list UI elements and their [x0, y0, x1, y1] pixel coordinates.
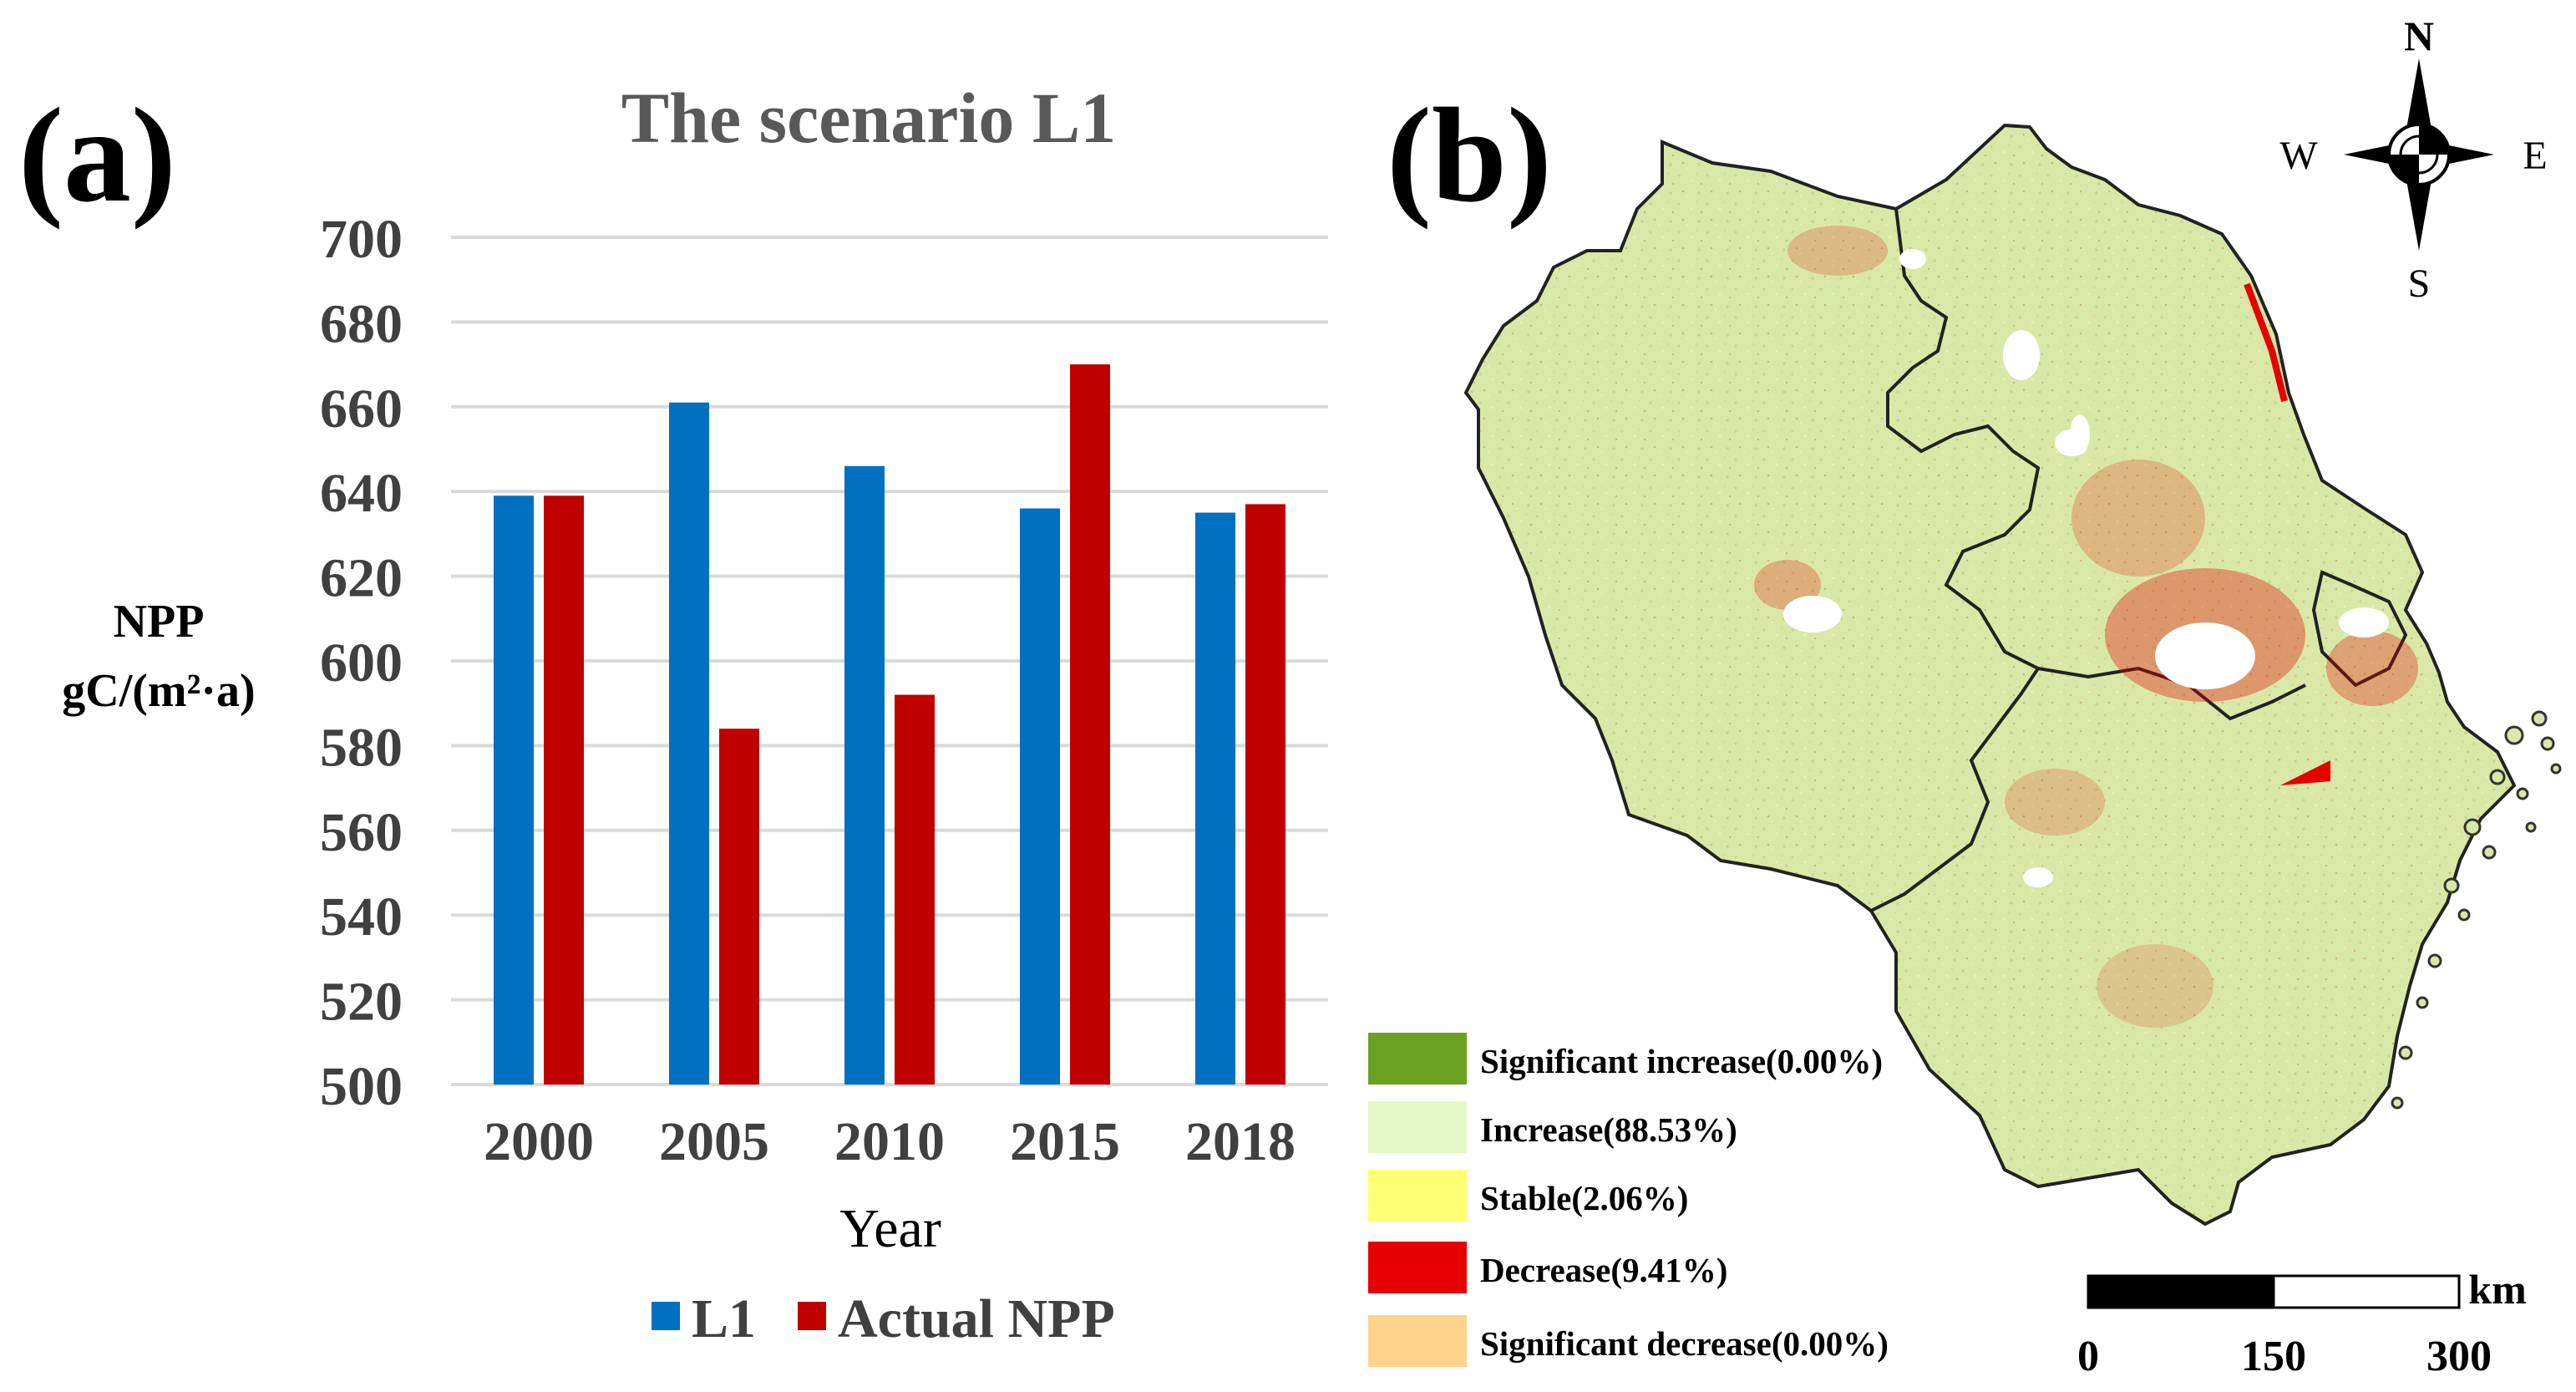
chart-title: The scenario L1 [621, 78, 1116, 158]
bar-l1-2010 [844, 465, 885, 1085]
scale-bar-tick-0: 0 [2077, 1333, 2099, 1380]
bar-l1-2015 [1020, 508, 1060, 1085]
y-tick-label: 660 [320, 378, 403, 439]
legend-swatch-decrease [1368, 1242, 1467, 1293]
bar-actual-npp-2000 [544, 495, 584, 1085]
water-body [2003, 330, 2040, 380]
compass-w: W [2279, 134, 2318, 178]
coastline-decrease [2244, 282, 2288, 402]
y-tick-label: 700 [320, 209, 403, 270]
decrease-area [2071, 460, 2205, 577]
map-region-outline [1463, 123, 2517, 1227]
legend-label-significant-increase: Significant increase(0.00%) [1480, 1042, 1883, 1080]
y-tick-label: 580 [320, 717, 403, 778]
y-tick-label: 520 [320, 972, 403, 1033]
legend-swatch-significant-increase [1368, 1033, 1467, 1085]
x-tick-label: 2018 [1185, 1111, 1296, 1172]
y-tick-label: 540 [320, 887, 403, 947]
scale-bar-black-segment [2087, 1274, 2275, 1309]
scale-bar-tick-150: 150 [2241, 1333, 2306, 1380]
compass-n: N [2404, 13, 2434, 59]
bar-l1-2018 [1195, 512, 1235, 1085]
bar-l1-2000 [494, 495, 534, 1085]
decrease-area [1787, 226, 1888, 276]
north-arrow-icon [2344, 58, 2494, 251]
water-body [1899, 249, 1926, 269]
panel-b: (b) [1368, 13, 2562, 1380]
legend-swatch-significant-decrease [1368, 1315, 1467, 1367]
bar-actual-npp-2015 [1070, 364, 1110, 1085]
map [1463, 123, 2562, 1227]
water-body [1783, 596, 1842, 632]
bar-actual-npp-2018 [1245, 504, 1285, 1085]
y-tick-label: 560 [320, 802, 403, 863]
legend-label-stable: Stable(2.06%) [1480, 1179, 1688, 1217]
x-axis-ticks: 2000 2005 2010 2015 2018 [484, 1111, 1296, 1172]
bar-l1-2005 [669, 402, 709, 1085]
gridlines [451, 236, 1328, 1086]
legend-swatch-increase [1368, 1101, 1467, 1153]
legend-label-l1: L1 [692, 1288, 756, 1349]
chart-legend: L1 Actual NPP [652, 1288, 1115, 1349]
x-tick-label: 2015 [1010, 1111, 1120, 1172]
bar-actual-npp-2005 [719, 729, 759, 1085]
y-axis-label-line2: gC/(m²·a) [62, 665, 255, 717]
legend-swatch-actual-npp [798, 1302, 826, 1330]
compass-e: E [2523, 134, 2547, 178]
legend-swatch-l1 [652, 1302, 680, 1330]
y-tick-label: 620 [320, 548, 403, 609]
y-tick-label: 680 [320, 293, 403, 354]
water-body [2339, 607, 2389, 638]
scale-bar-unit: km [2468, 1266, 2526, 1313]
scale-bar-white-segment [2272, 1274, 2461, 1309]
legend-label-increase: Increase(88.53%) [1480, 1110, 1737, 1149]
scale-bar: km 0 150 300 [2077, 1266, 2527, 1380]
y-axis-label-line1: NPP [114, 596, 205, 648]
x-tick-label: 2000 [484, 1111, 594, 1172]
water-body [2070, 414, 2090, 455]
y-tick-label: 600 [320, 632, 403, 693]
x-tick-label: 2005 [659, 1111, 769, 1172]
estuary-decrease [2280, 760, 2330, 785]
province-boundary [2311, 570, 2408, 688]
legend-swatch-stable [1368, 1170, 1467, 1222]
x-tick-label: 2010 [834, 1111, 945, 1172]
panel-b-label: (b) [1387, 81, 1552, 231]
decrease-area [2326, 631, 2418, 706]
decrease-area [2005, 769, 2105, 836]
map-legend: Significant increase(0.00%) Increase(88.… [1368, 1033, 1889, 1367]
decrease-area [2097, 944, 2213, 1028]
panel-a: (a) The scenario L1 500 520 540 560 580 600 62… [18, 78, 1328, 1349]
bar-actual-npp-2010 [895, 694, 935, 1085]
x-axis-label: Year [839, 1198, 941, 1259]
water-body [2023, 867, 2053, 887]
province-boundary [1870, 667, 2040, 912]
province-boundary [1886, 208, 2041, 670]
water-body [2155, 622, 2255, 689]
bars [494, 364, 1285, 1085]
legend-label-actual-npp: Actual NPP [838, 1288, 1115, 1349]
scale-bar-tick-300: 300 [2426, 1333, 2492, 1380]
y-axis-ticks: 500 520 540 560 580 600 620 640 660 680 700 [320, 209, 403, 1117]
y-tick-label: 640 [320, 463, 403, 524]
compass-s: S [2408, 262, 2431, 306]
islands [2391, 710, 2562, 1110]
panel-a-label: (a) [18, 81, 176, 231]
legend-label-significant-decrease: Significant decrease(0.00%) [1480, 1324, 1889, 1363]
legend-label-decrease: Decrease(9.41%) [1480, 1251, 1727, 1289]
y-tick-label: 500 [320, 1056, 403, 1117]
